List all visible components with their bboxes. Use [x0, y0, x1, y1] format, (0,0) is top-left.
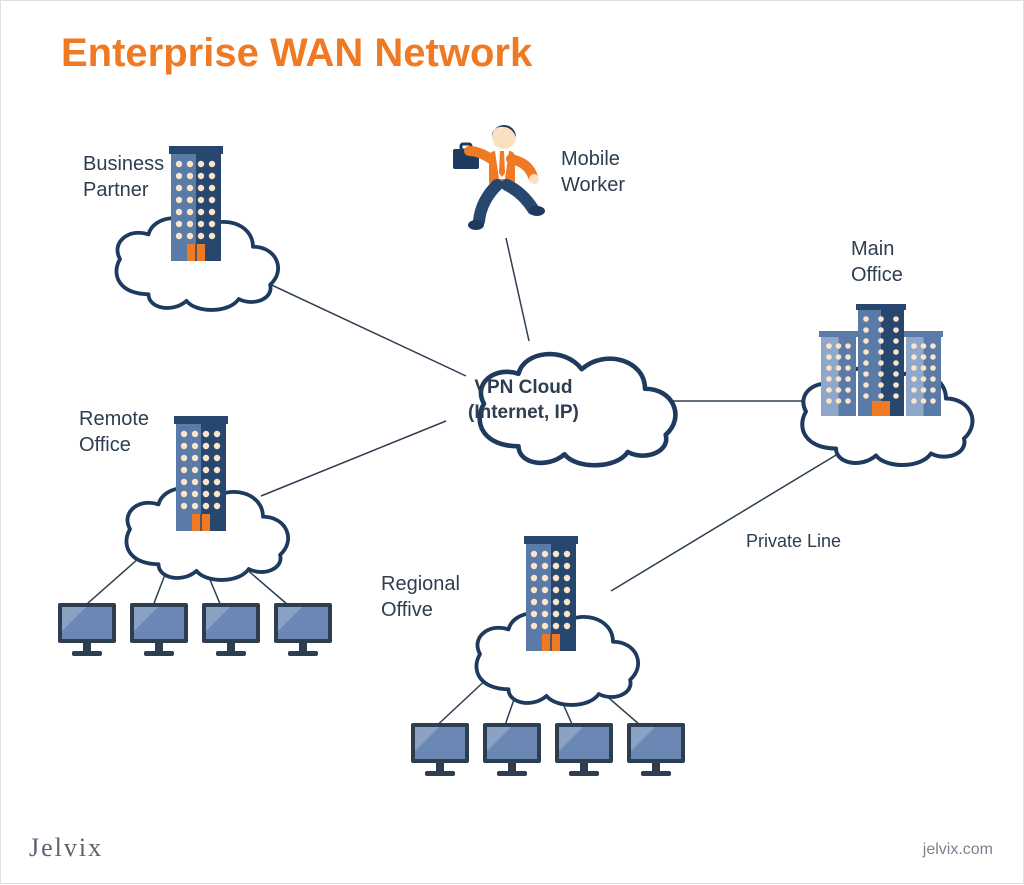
monitors-regional — [409, 721, 687, 784]
monitors-remote — [56, 601, 334, 664]
label-regional-office: Regional Offive — [381, 571, 460, 623]
label-vpn-cloud: VPN Cloud (Internet, IP) — [468, 376, 579, 425]
diagram-title: Enterprise WAN Network — [61, 31, 532, 76]
monitor-icon — [272, 601, 334, 664]
building-regional-office — [516, 536, 586, 661]
label-remote-office: Remote Office — [79, 406, 149, 458]
monitor-icon — [625, 721, 687, 784]
monitor-icon — [481, 721, 543, 784]
footer-brand: Jelvix — [29, 833, 103, 863]
mobile-worker-icon — [451, 121, 551, 246]
label-business-partner: Business Partner — [83, 151, 164, 203]
building-main-office — [816, 301, 946, 426]
monitor-icon — [553, 721, 615, 784]
monitor-icon — [128, 601, 190, 664]
building-business-partner — [161, 146, 231, 271]
label-main-office: Main Office — [851, 236, 903, 288]
monitor-icon — [200, 601, 262, 664]
label-mobile-worker: Mobile Worker — [561, 146, 625, 198]
diagram-canvas: Enterprise WAN Network Business Partner … — [0, 0, 1024, 884]
monitor-icon — [56, 601, 118, 664]
monitor-icon — [409, 721, 471, 784]
building-remote-office — [166, 416, 236, 541]
footer-url: jelvix.com — [923, 841, 993, 859]
label-private-line: Private Line — [746, 531, 841, 552]
